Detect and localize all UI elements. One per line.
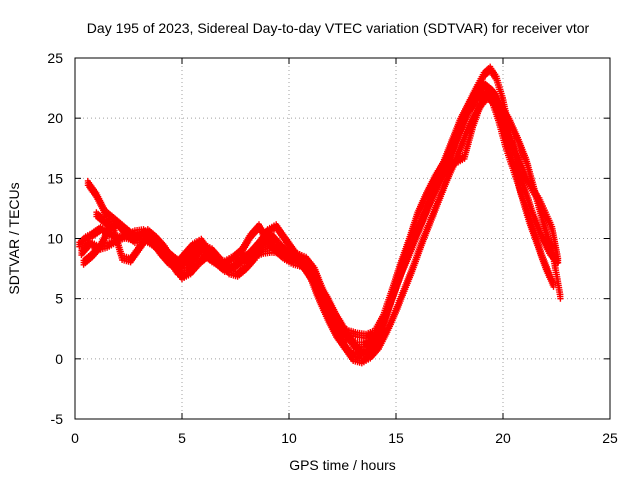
data-point <box>333 329 347 351</box>
data-point <box>470 98 484 131</box>
x-tick-label: 5 <box>178 430 186 446</box>
data-point <box>301 262 315 283</box>
y-tick-label: 20 <box>47 110 63 126</box>
data-point <box>264 222 277 237</box>
data-point <box>87 238 100 253</box>
data-point <box>326 307 341 331</box>
data-point <box>497 100 512 124</box>
data-point <box>309 274 324 300</box>
axes: 0 5 10 15 20 25 -5 0 5 10 15 20 25 <box>47 50 618 446</box>
data-point <box>504 125 516 151</box>
data-point <box>414 191 429 220</box>
data-point <box>378 302 392 336</box>
data-point <box>354 329 367 341</box>
series-track-e <box>78 79 564 350</box>
data-point <box>403 232 418 263</box>
data-point <box>540 218 555 254</box>
data-point <box>517 156 529 182</box>
data-point <box>84 177 99 199</box>
data-point <box>395 254 409 287</box>
data-point <box>318 291 332 317</box>
data-point <box>232 254 246 271</box>
x-tick-label: 25 <box>602 430 618 446</box>
data-point <box>510 141 523 165</box>
y-tick-label: -5 <box>51 411 64 427</box>
data-point <box>461 122 476 162</box>
data-point <box>198 235 212 257</box>
y-tick-label: 0 <box>55 351 63 367</box>
data-point <box>386 278 401 312</box>
data-point <box>523 156 538 196</box>
y-tick-label: 15 <box>47 170 63 186</box>
series-track-b <box>80 88 553 362</box>
data-point <box>155 238 169 259</box>
data-point <box>215 257 228 272</box>
data-point <box>93 190 107 216</box>
data-points <box>76 63 564 367</box>
data-point <box>341 341 355 363</box>
data-point <box>241 248 254 263</box>
y-tick-label: 10 <box>47 231 63 247</box>
x-tick-label: 10 <box>281 430 297 446</box>
data-point <box>112 232 126 247</box>
data-point <box>435 175 450 206</box>
y-tick-label: 5 <box>55 291 63 307</box>
data-point <box>452 152 466 167</box>
data-point <box>189 236 203 251</box>
data-point <box>420 191 435 222</box>
data-point <box>129 229 143 244</box>
data-point <box>429 172 444 201</box>
y-axis-label: SDTVAR / TECUs <box>6 182 22 294</box>
data-point <box>256 221 270 245</box>
data-point <box>384 307 399 336</box>
x-tick-label: 0 <box>71 430 79 446</box>
data-point <box>410 240 424 273</box>
y-tick-label: 25 <box>47 50 63 66</box>
x-tick-label: 15 <box>388 430 404 446</box>
data-point <box>517 185 532 223</box>
data-point <box>446 131 461 165</box>
data-point <box>455 110 469 141</box>
data-point <box>89 224 102 241</box>
data-point <box>234 263 248 280</box>
data-point <box>393 285 407 316</box>
data-point <box>102 206 115 223</box>
chart-title: Day 195 of 2023, Sidereal Day-to-day VTE… <box>87 20 590 36</box>
data-point <box>146 230 160 248</box>
data-point <box>401 264 416 295</box>
data-point <box>549 245 564 302</box>
data-point <box>489 86 503 110</box>
data-point <box>179 268 192 283</box>
data-point <box>324 293 339 319</box>
data-point <box>412 213 426 242</box>
data-point <box>542 209 555 232</box>
data-point <box>360 335 374 350</box>
data-point <box>427 196 441 227</box>
data-point <box>521 182 536 218</box>
data-point <box>549 223 562 266</box>
data-point <box>418 218 433 249</box>
data-point <box>273 221 287 242</box>
x-tick-label: 20 <box>495 430 511 446</box>
data-point <box>249 244 262 259</box>
x-axis-label: GPS time / hours <box>289 457 396 473</box>
data-point <box>532 187 547 228</box>
data-point <box>104 236 117 251</box>
series-track-c <box>84 91 557 367</box>
data-point <box>542 262 557 290</box>
